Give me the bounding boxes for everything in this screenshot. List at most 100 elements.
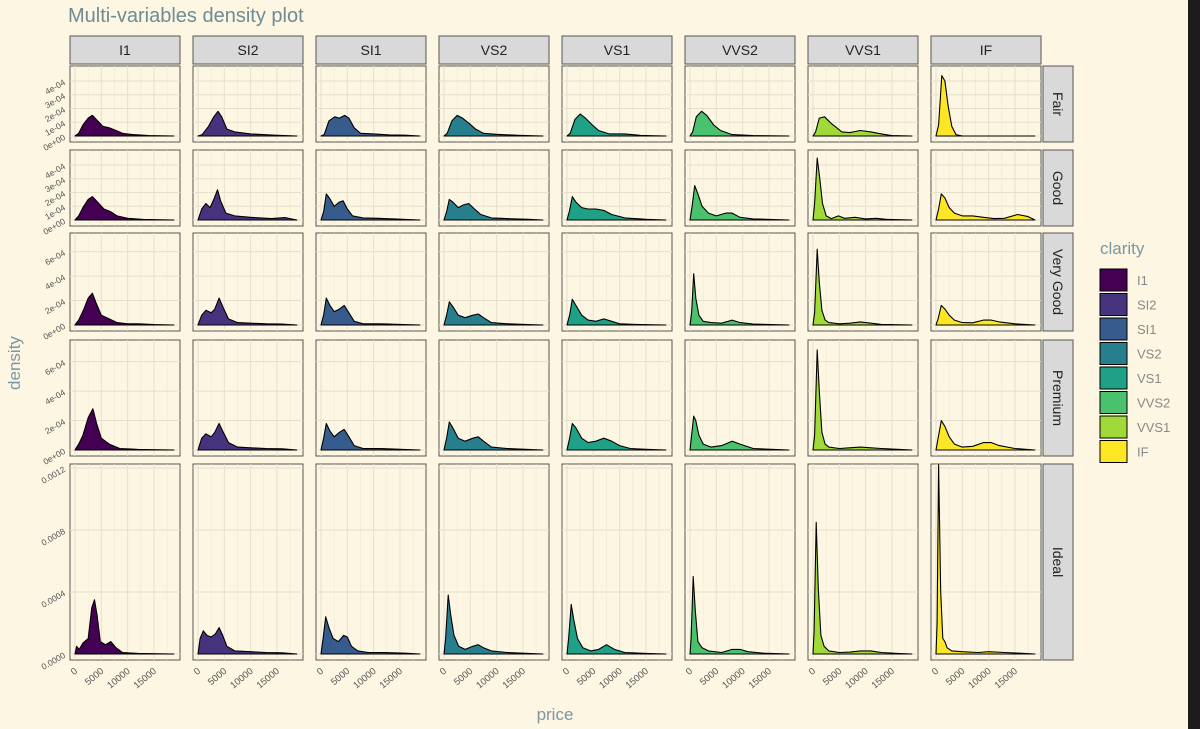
panel-ideal-vvs2	[684, 463, 796, 661]
panel-very-good-vvs2	[684, 232, 796, 332]
column-strip-label: SI2	[237, 42, 258, 58]
panel-very-good-if	[930, 232, 1042, 332]
panel-fair-si1	[315, 65, 427, 143]
density-area-vvs1	[812, 521, 913, 655]
legend-swatch-si1	[1099, 317, 1128, 341]
panel-background	[684, 339, 796, 457]
density-area-vs2	[443, 594, 544, 655]
window-edge	[1188, 0, 1200, 729]
density-area-vvs1	[812, 248, 913, 326]
density-area-vs1	[566, 113, 667, 137]
panel-fair-if	[930, 65, 1042, 143]
density-area-si1	[320, 114, 421, 137]
row-strip-label: Ideal	[1050, 547, 1066, 577]
legend: clarity I1 SI2 SI1 VS2 VS1 VVS2 VVS1 IF	[1099, 239, 1170, 463]
density-area-vvs2	[689, 185, 790, 221]
legend-label-vvs1: VVS1	[1137, 420, 1170, 435]
panel-good-i1	[69, 149, 181, 227]
x-tick-label: 0	[930, 666, 941, 678]
legend-label-si2: SI2	[1137, 298, 1157, 313]
panel-ideal-vvs1	[807, 463, 919, 661]
x-tick-label: 0	[807, 666, 818, 678]
density-area-if	[935, 304, 1036, 326]
panel-background	[192, 463, 304, 661]
density-area-si1	[320, 297, 421, 326]
panel-background	[684, 232, 796, 332]
legend-title: clarity	[1100, 239, 1145, 258]
panel-background	[807, 232, 919, 332]
panel-very-good-si1	[315, 232, 427, 332]
column-strip-label: VS2	[481, 42, 508, 58]
panel-very-good-vs1	[561, 232, 673, 332]
column-strip-label: SI1	[360, 42, 381, 58]
panel-premium-if	[930, 339, 1042, 457]
density-area-i1	[74, 196, 175, 221]
row-strip-ideal	[1042, 463, 1074, 661]
density-area-vs2	[443, 114, 544, 137]
density-area-vvs1	[812, 116, 913, 137]
panel-ideal-vs2	[438, 463, 550, 661]
legend-label-vs2: VS2	[1137, 347, 1162, 362]
column-strip-vvs1	[807, 35, 919, 65]
legend-label-si1: SI1	[1137, 322, 1157, 337]
panel-fair-vvs2	[684, 65, 796, 143]
density-area-si1	[320, 193, 421, 221]
density-area-vs1	[566, 196, 667, 221]
panel-good-vvs1	[807, 149, 919, 227]
legend-swatch-vvs1	[1099, 415, 1128, 439]
legend-swatch-vvs2	[1099, 391, 1128, 414]
column-strip-vs2	[438, 35, 550, 65]
panel-good-si2	[192, 149, 304, 227]
panel-fair-vvs1	[807, 65, 919, 143]
density-area-i1	[74, 292, 175, 326]
column-strip-si2	[192, 35, 304, 65]
x-tick-label: 0	[192, 666, 203, 678]
density-area-i1	[74, 599, 175, 655]
density-area-vvs2	[689, 273, 790, 326]
density-area-if	[935, 193, 1036, 221]
x-tick-label: 0	[69, 666, 80, 678]
density-area-vs2	[443, 421, 544, 451]
row-strip-label: Premium	[1050, 370, 1066, 426]
panel-ideal-vs1	[561, 463, 673, 661]
chart-title: Multi-variables density plot	[68, 5, 304, 27]
panel-fair-i1	[69, 65, 181, 143]
legend-label-if: IF	[1137, 445, 1149, 460]
density-area-if	[935, 420, 1036, 451]
panel-premium-vs1	[561, 339, 673, 457]
legend-swatch-i1	[1099, 268, 1128, 292]
panel-good-if	[930, 149, 1042, 227]
panel-good-vvs2	[684, 149, 796, 227]
density-area-vs2	[443, 301, 544, 326]
panel-premium-vs2	[438, 339, 550, 457]
x-tick-label: 0	[561, 666, 572, 678]
density-area-vvs1	[812, 349, 913, 451]
row-strip-label: Fair	[1050, 92, 1066, 116]
panel-good-si1	[315, 149, 427, 227]
column-strip-label: VS1	[604, 42, 631, 58]
column-strip-si1	[315, 35, 427, 65]
panel-ideal-si2	[192, 463, 304, 661]
x-tick-label: 0	[438, 666, 449, 678]
panel-premium-i1	[69, 339, 181, 457]
density-area-si2	[197, 110, 298, 137]
row-strip-very-good	[1042, 232, 1074, 332]
column-strip-label: VVS2	[722, 42, 758, 58]
panel-premium-vvs2	[684, 339, 796, 457]
density-area-si2	[197, 297, 298, 326]
panel-ideal-if	[930, 463, 1042, 661]
density-area-vvs2	[689, 415, 790, 451]
column-strip-i1	[69, 35, 181, 65]
panel-good-vs1	[561, 149, 673, 227]
row-strip-good	[1042, 149, 1074, 227]
density-area-i1	[74, 114, 175, 137]
legend-label-i1: I1	[1137, 273, 1148, 288]
legend-swatch-si2	[1099, 293, 1128, 316]
legend-swatch-if	[1099, 440, 1128, 463]
panel-premium-vvs1	[807, 339, 919, 457]
panel-background	[69, 463, 181, 661]
density-area-vvs2	[689, 110, 790, 137]
column-strip-vs1	[561, 35, 673, 65]
